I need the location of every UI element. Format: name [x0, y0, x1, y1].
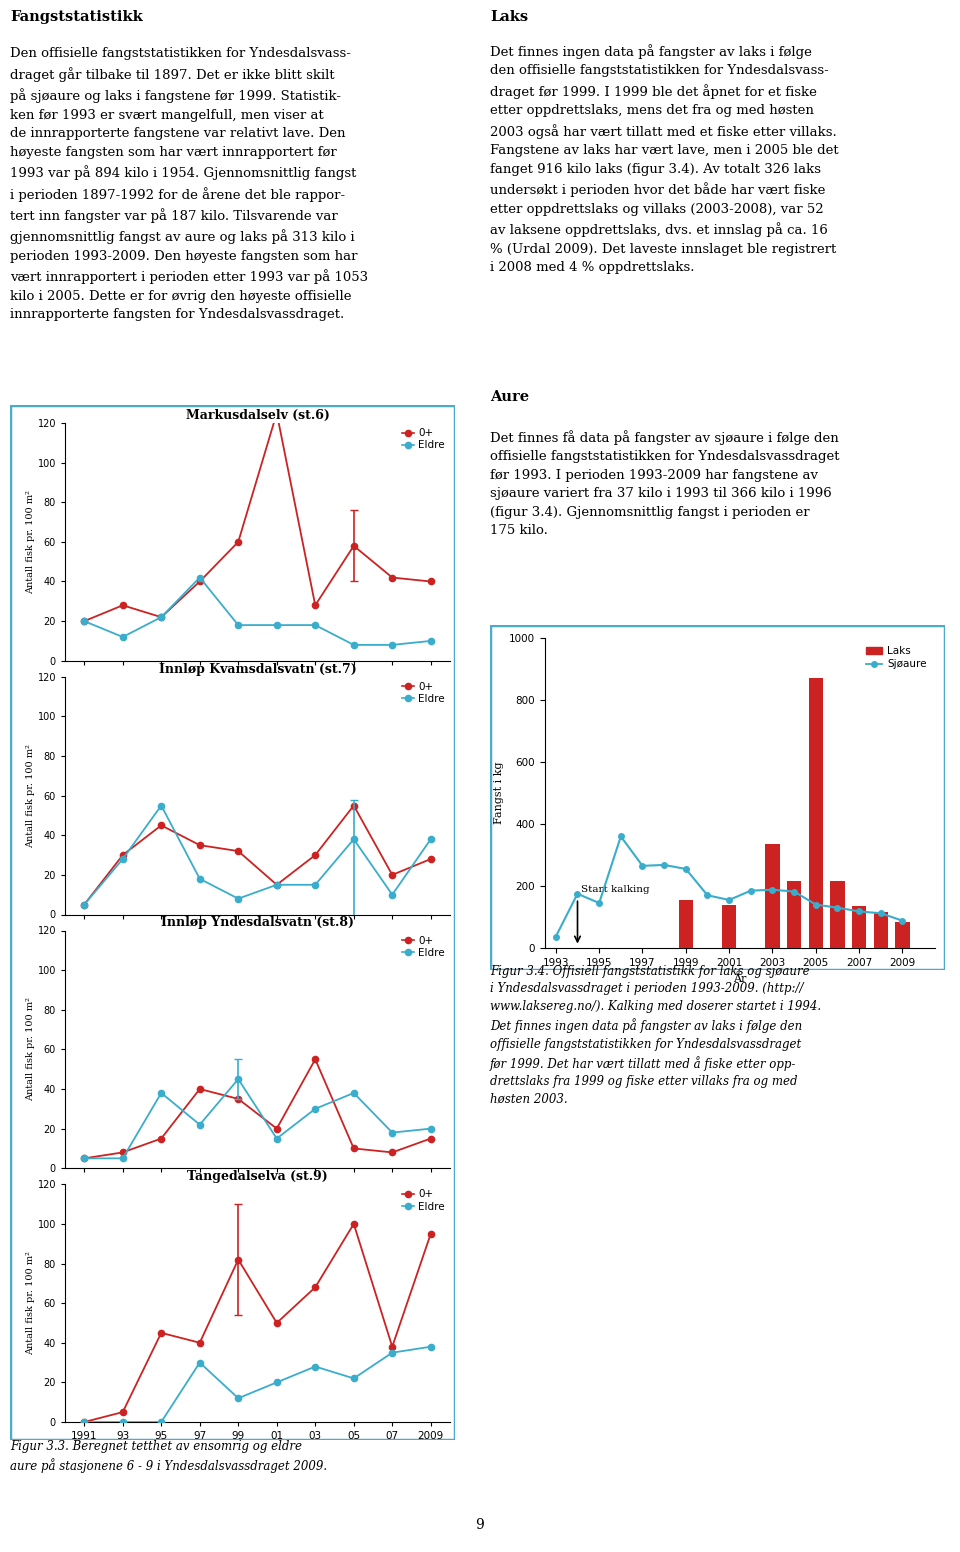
Title: Markusdalselv (st.6): Markusdalselv (st.6)	[185, 408, 329, 422]
Bar	[787, 882, 802, 948]
Text: Start kalking: Start kalking	[581, 885, 649, 894]
Text: Figur 3.4. Offisiell fangststatistikk for laks og sjøaure
i Yndesdalsvassdraget : Figur 3.4. Offisiell fangststatistikk fo…	[490, 965, 821, 1107]
Y-axis label: Antall fisk pr. 100 m²: Antall fisk pr. 100 m²	[26, 1251, 35, 1355]
X-axis label: År: År	[733, 973, 747, 984]
Bar	[679, 900, 693, 948]
Bar	[722, 905, 736, 948]
Legend: Laks, Sjøaure: Laks, Sjøaure	[863, 643, 930, 672]
Y-axis label: Antall fisk pr. 100 m²: Antall fisk pr. 100 m²	[26, 490, 35, 594]
Title: Innløp Kvamsdalsvatn (st.7): Innløp Kvamsdalsvatn (st.7)	[158, 663, 356, 675]
Y-axis label: Antall fisk pr. 100 m²: Antall fisk pr. 100 m²	[26, 743, 35, 847]
Y-axis label: Fangst i kg: Fangst i kg	[493, 762, 504, 824]
Text: Det finnes ingen data på fangster av laks i følge
den offisielle fangststatistik: Det finnes ingen data på fangster av lak…	[490, 43, 839, 275]
Text: Fangststatistikk: Fangststatistikk	[10, 9, 143, 23]
FancyBboxPatch shape	[490, 625, 945, 970]
Bar	[874, 913, 888, 948]
Legend: 0+, Eldre: 0+, Eldre	[401, 428, 444, 450]
Legend: 0+, Eldre: 0+, Eldre	[401, 936, 444, 958]
Bar	[830, 882, 845, 948]
Legend: 0+, Eldre: 0+, Eldre	[401, 1189, 444, 1212]
Text: Den offisielle fangststatistikken for Yndesdalsvass-
draget går tilbake til 1897: Den offisielle fangststatistikken for Yn…	[10, 48, 368, 321]
Title: Tangedalselva (st.9): Tangedalselva (st.9)	[187, 1170, 328, 1183]
Legend: 0+, Eldre: 0+, Eldre	[401, 681, 444, 705]
Bar	[852, 906, 866, 948]
Text: Figur 3.3. Beregnet tetthet av ensomrig og eldre
aure på stasjonene 6 - 9 i Ynde: Figur 3.3. Beregnet tetthet av ensomrig …	[10, 1440, 327, 1473]
Title: Innløp Yndesdalsvatn (st.8): Innløp Yndesdalsvatn (st.8)	[161, 916, 354, 930]
Bar	[765, 844, 780, 948]
Text: 9: 9	[475, 1518, 485, 1532]
FancyBboxPatch shape	[10, 405, 455, 1440]
Bar	[896, 922, 909, 948]
Text: Det finnes få data på fangster av sjøaure i følge den
offisielle fangststatistik: Det finnes få data på fangster av sjøaur…	[490, 430, 839, 537]
Bar	[808, 678, 823, 948]
Text: Laks: Laks	[490, 9, 528, 23]
Text: Aure: Aure	[490, 390, 529, 404]
Y-axis label: Antall fisk pr. 100 m²: Antall fisk pr. 100 m²	[26, 998, 35, 1102]
